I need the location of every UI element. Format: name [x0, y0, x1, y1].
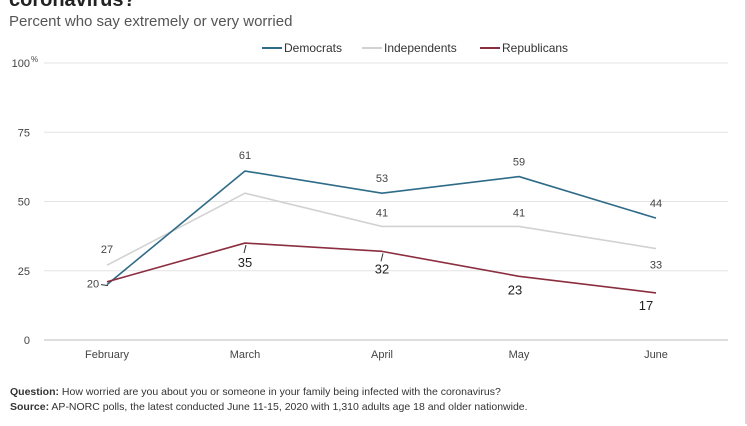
y-tick-label: 50	[18, 197, 30, 209]
question-text: How worried are you about you or someone…	[59, 386, 501, 398]
label-leader-line	[100, 284, 109, 287]
data-label-democrats: 20	[87, 279, 99, 291]
data-label-republicans: 35	[238, 255, 252, 270]
data-label-republicans: 17	[639, 298, 653, 313]
data-label-independents: 33	[650, 260, 662, 272]
data-label-republicans: 23	[508, 282, 522, 297]
source-label: Source:	[10, 401, 50, 413]
data-label-independents: 41	[376, 207, 388, 219]
x-axis: February March April May June	[85, 349, 668, 361]
data-label-democrats: 59	[513, 157, 525, 169]
legend: Democrats Independents Republicans	[262, 41, 568, 55]
legend-label-democrats: Democrats	[284, 41, 342, 55]
x-tick-label: April	[371, 349, 393, 361]
question-label: Question:	[10, 386, 59, 398]
y-axis: 0 25 50 75 100%	[12, 55, 38, 347]
data-label-independents: 41	[513, 207, 525, 219]
data-labels: 20 61 53 59 44 27 41 41 33 35 32 23 17	[87, 150, 662, 313]
legend-label-independents: Independents	[384, 41, 457, 55]
data-label-republicans: 32	[375, 261, 389, 276]
series-lines	[106, 170, 657, 294]
series-line-independents	[106, 192, 657, 266]
x-tick-label: February	[85, 349, 130, 361]
x-tick-label: May	[509, 349, 530, 361]
data-label-independents: 27	[101, 244, 113, 256]
legend-label-republicans: Republicans	[502, 41, 568, 55]
source-text: AP-NORC polls, the latest conducted June…	[49, 401, 528, 413]
y-tick-label: 0	[24, 335, 30, 347]
data-label-democrats: 44	[650, 198, 662, 210]
data-label-democrats: 61	[239, 150, 251, 162]
series-line-democrats	[106, 170, 657, 286]
label-leader-line	[243, 244, 247, 254]
x-tick-label: June	[644, 349, 668, 361]
x-tick-label: March	[230, 349, 261, 361]
series-line-republicans	[106, 242, 657, 294]
y-tick-label: 100	[12, 58, 30, 70]
data-label-democrats: 53	[376, 173, 388, 185]
y-unit-label: %	[31, 55, 38, 64]
chart-subtitle: Percent who say extremely or very worrie…	[9, 13, 293, 30]
gridlines	[44, 62, 728, 341]
chart-title: coronavirus?	[9, 0, 136, 11]
y-tick-label: 75	[18, 127, 30, 139]
source-note: Source: AP-NORC polls, the latest conduc…	[10, 401, 528, 413]
label-leader-line	[380, 253, 384, 262]
question-note: Question: How worried are you about you …	[10, 386, 501, 398]
y-tick-label: 25	[18, 266, 30, 278]
